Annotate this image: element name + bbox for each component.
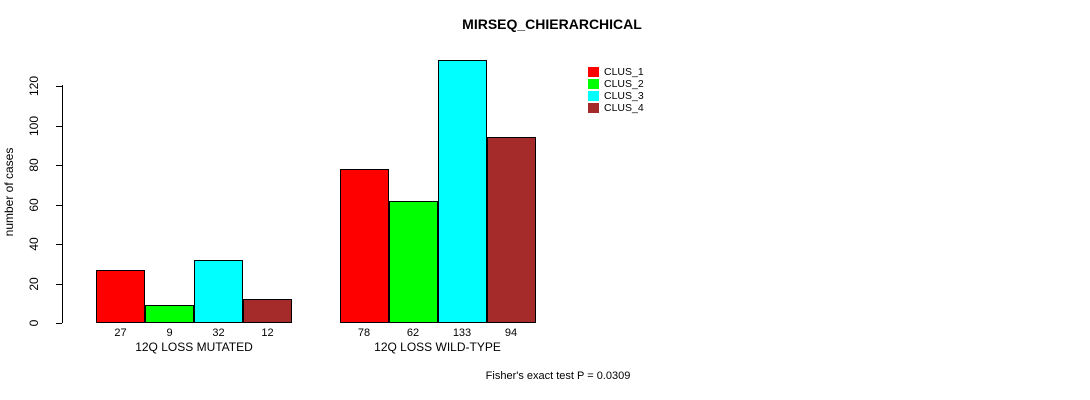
chart-title: MIRSEQ_CHIERARCHICAL	[462, 16, 642, 32]
legend-swatch	[588, 103, 599, 113]
bar-value-label: 12	[261, 327, 274, 339]
bar-value-label: 94	[504, 327, 518, 339]
y-tick-mark	[56, 323, 62, 324]
category-label: 12Q LOSS WILD-TYPE	[374, 340, 501, 354]
bar-value-label: 27	[114, 327, 127, 339]
legend-item: CLUS_2	[588, 78, 644, 90]
bar-clus_3	[437, 60, 487, 323]
bar-value-label: 32	[212, 327, 225, 339]
y-tick-label: 120	[27, 75, 41, 97]
y-tick-label: 20	[27, 276, 41, 291]
legend-swatch	[588, 67, 599, 77]
legend-item: CLUS_1	[588, 66, 644, 78]
legend-item-label: CLUS_2	[604, 78, 644, 90]
y-tick-label: 0	[27, 319, 41, 327]
bar-clus_3	[194, 260, 243, 323]
bar-clus_4	[243, 299, 292, 323]
bar-clus_2	[145, 305, 194, 323]
y-tick-mark	[56, 86, 62, 87]
bar-clus_1	[339, 169, 389, 323]
bar-value-label: 9	[166, 327, 173, 339]
y-tick-label: 80	[27, 158, 41, 172]
y-tick-mark	[56, 125, 62, 127]
y-tick-mark	[56, 204, 62, 206]
bar-value-label: 133	[452, 327, 472, 339]
legend: CLUS_1 CLUS_2 CLUS_3 CLUS_4	[588, 66, 644, 114]
bar-clus_4	[486, 137, 536, 323]
legend-item-label: CLUS_4	[604, 102, 644, 114]
bar-clus_1	[96, 270, 145, 323]
legend-swatch	[588, 79, 599, 89]
legend-item: CLUS_3	[588, 90, 644, 102]
legend-item-label: CLUS_3	[604, 90, 644, 102]
y-tick-mark	[56, 244, 62, 245]
legend-item: CLUS_4	[588, 102, 644, 114]
bar-value-label: 78	[357, 327, 371, 339]
legend-swatch	[588, 91, 599, 101]
y-axis-label: number of cases	[2, 147, 16, 237]
annotation-text: Fisher's exact test P = 0.0309	[485, 370, 631, 382]
legend-item-label: CLUS_1	[604, 66, 644, 78]
bar-value-label: 62	[406, 327, 420, 339]
y-tick-label: 40	[27, 237, 41, 251]
y-axis-line	[62, 85, 63, 323]
y-tick-label: 60	[27, 197, 41, 212]
bar-clus_2	[388, 201, 438, 323]
y-tick-mark	[56, 283, 62, 285]
y-tick-mark	[56, 165, 62, 166]
category-label: 12Q LOSS MUTATED	[135, 340, 253, 354]
y-tick-label: 100	[27, 115, 41, 136]
